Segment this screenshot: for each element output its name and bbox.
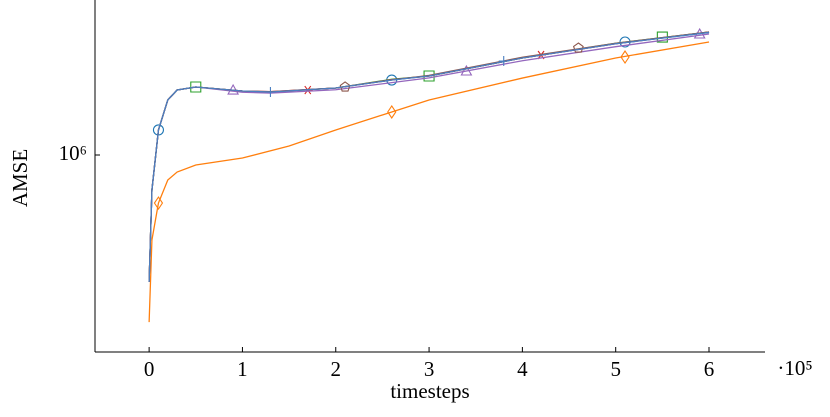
y-tick-label: 10⁶ — [59, 141, 87, 165]
x-tick-label: 2 — [331, 357, 342, 381]
series-line — [148, 31, 710, 282]
series-line — [148, 31, 710, 282]
x-tick-label: 3 — [424, 357, 435, 381]
x-tick-label: 6 — [704, 357, 715, 381]
marker — [190, 81, 202, 93]
x-tick-label: 1 — [237, 357, 248, 381]
marker — [572, 42, 584, 53]
series-line — [148, 31, 710, 282]
series-line — [148, 31, 710, 282]
x-axis-label: timesteps — [390, 379, 469, 403]
marker — [498, 56, 509, 67]
x-multiplier: ·10⁵ — [777, 356, 812, 380]
marker — [265, 87, 276, 98]
marker — [460, 64, 473, 76]
marker — [339, 81, 351, 92]
x-tick-label: 5 — [610, 357, 621, 381]
x-tick-label: 0 — [144, 357, 155, 381]
marker — [153, 196, 164, 211]
marker — [387, 104, 397, 119]
marker — [423, 70, 435, 82]
x-tick-label: 4 — [517, 357, 528, 381]
y-axis-label: AMSE — [8, 149, 32, 207]
marker — [620, 50, 630, 65]
series-line — [148, 31, 710, 282]
